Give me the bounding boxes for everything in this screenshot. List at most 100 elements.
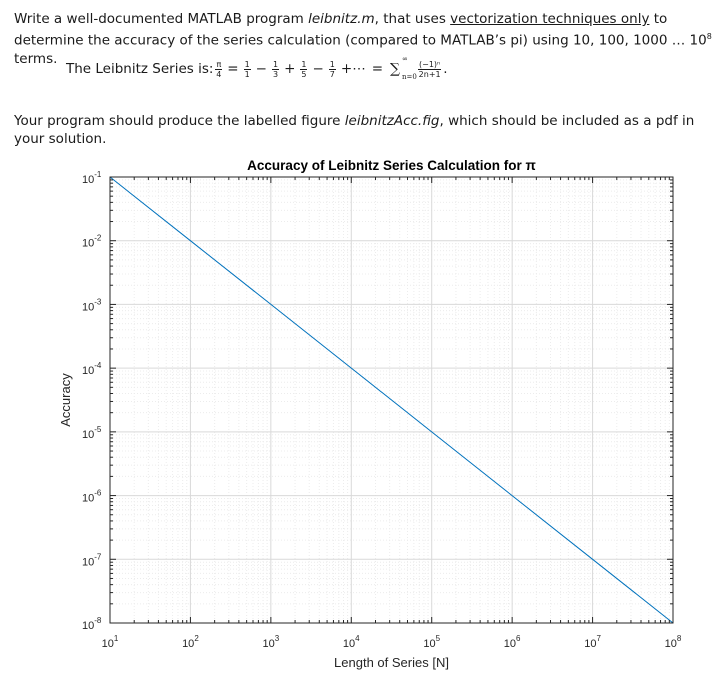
- x-tick-base: 10: [665, 638, 677, 650]
- x-tick-label: 102: [182, 634, 199, 650]
- output-filename: leibnitzAcc.fig: [344, 113, 440, 129]
- formula-lhs-den: 4: [216, 69, 222, 79]
- y-tick-exponent: -4: [94, 361, 102, 370]
- intro-underlined: vectorization techniques only: [450, 11, 650, 27]
- intro-exponent: 8: [706, 32, 712, 41]
- term-den: 5: [301, 69, 307, 79]
- term-num: 1: [300, 59, 308, 70]
- y-tick-exponent: -3: [94, 297, 102, 306]
- x-tick-base: 10: [423, 638, 435, 650]
- x-tick-exponent: 5: [436, 634, 441, 643]
- term-op: −: [255, 61, 267, 77]
- x-tick-base: 10: [343, 638, 355, 650]
- y-tick-exponent: -6: [94, 489, 102, 498]
- y-tick-base: 10: [82, 556, 94, 568]
- y-tick-base: 10: [82, 174, 94, 186]
- intro-text-d: terms.: [14, 50, 58, 67]
- x-tick-base: 10: [102, 638, 114, 650]
- y-tick-exponent: -8: [94, 616, 102, 625]
- y-tick-labels: 10-110-210-310-410-510-610-710-8: [82, 170, 102, 632]
- problem-output: Your program should produce the labelled…: [14, 112, 724, 148]
- x-tick-labels: 101 102 103 104 105 106 107 108: [102, 634, 682, 650]
- output-text-a: Your program should produce the labelled…: [14, 113, 345, 129]
- y-axis-label: Accuracy: [58, 373, 73, 427]
- y-tick-base: 10: [82, 493, 94, 505]
- y-tick-base: 10: [82, 365, 94, 377]
- term-den: 1: [244, 69, 250, 79]
- y-tick-base: 10: [82, 238, 94, 250]
- intro-text-a: Write a well-documented MATLAB program: [14, 11, 309, 27]
- y-tick-label: 10-5: [82, 425, 102, 441]
- y-tick-label: 10-1: [82, 170, 102, 186]
- accuracy-series-line: [109, 176, 674, 624]
- y-tick-label: 10-3: [82, 297, 102, 313]
- minor-grid: [110, 177, 673, 623]
- y-tick-base: 10: [82, 620, 94, 632]
- y-tick-base: 10: [82, 429, 94, 441]
- y-tick-label: 10-2: [82, 234, 102, 250]
- sum-symbol: ∑ ∞ n=0: [390, 55, 417, 81]
- formula-lhs-num: π: [215, 59, 223, 70]
- term-num: 1: [271, 59, 280, 70]
- formula-equals: =: [227, 61, 239, 77]
- intro-text-c: to determine the accuracy of the series …: [14, 11, 707, 49]
- term-num: 1: [328, 59, 336, 70]
- x-tick-exponent: 4: [355, 634, 360, 643]
- y-tick-label: 10-7: [82, 552, 102, 568]
- sum-sign: ∑: [390, 61, 401, 77]
- y-tick-exponent: -1: [94, 170, 102, 179]
- sum-upper: ∞: [402, 55, 408, 63]
- output-text-b: , which should be included as a pdf in y…: [14, 113, 695, 147]
- formula-end: .: [443, 61, 448, 77]
- problem-intro: Write a well-documented MATLAB program l…: [14, 10, 719, 68]
- term-den: 3: [272, 69, 279, 79]
- x-tick-label: 105: [423, 634, 440, 650]
- x-tick-label: 107: [584, 634, 601, 650]
- formula-rhs: (−1)ⁿ 2n+1: [418, 59, 442, 79]
- x-tick-exponent: 6: [516, 634, 521, 643]
- x-tick-label: 106: [504, 634, 521, 650]
- formula-label: The Leibnitz Series is:: [66, 61, 214, 77]
- y-tick-exponent: -2: [94, 234, 102, 243]
- y-tick-label: 10-8: [82, 616, 102, 632]
- term-num: 1: [243, 59, 251, 70]
- term-op: +⋯: [340, 61, 366, 77]
- x-tick-label: 101: [102, 634, 119, 650]
- x-tick-exponent: 2: [194, 634, 199, 643]
- plot-frame: [109, 176, 674, 624]
- x-tick-label: 104: [343, 634, 360, 650]
- y-tick-exponent: -5: [94, 425, 102, 434]
- term-op: −: [312, 61, 324, 77]
- sum-lower: n=0: [402, 73, 417, 81]
- x-tick-base: 10: [182, 638, 194, 650]
- intro-text-b: , that uses: [374, 11, 451, 27]
- intro-filename: leibnitz.m: [308, 11, 375, 27]
- formula-rhs-num: (−1)ⁿ: [418, 59, 442, 70]
- chart-title: Accuracy of Leibnitz Series Calculation …: [247, 158, 536, 173]
- x-tick-exponent: 8: [677, 634, 682, 643]
- x-tick-label: 103: [263, 634, 280, 650]
- x-tick-base: 10: [504, 638, 516, 650]
- x-tick-exponent: 7: [596, 634, 601, 643]
- x-axis-label: Length of Series [N]: [334, 655, 449, 670]
- y-tick-base: 10: [82, 301, 94, 313]
- formula-rhs-den: 2n+1: [418, 69, 441, 79]
- series-layer: [109, 176, 674, 624]
- x-tick-exponent: 3: [275, 634, 280, 643]
- x-tick-base: 10: [263, 638, 275, 650]
- x-tick-exponent: 1: [114, 634, 119, 643]
- minor-ticks: [109, 176, 674, 624]
- x-tick-base: 10: [584, 638, 596, 650]
- x-tick-label: 108: [665, 634, 682, 650]
- y-tick-label: 10-4: [82, 361, 102, 377]
- term-op: +: [284, 61, 296, 77]
- y-tick-label: 10-6: [82, 489, 102, 505]
- term-den: 7: [329, 69, 335, 79]
